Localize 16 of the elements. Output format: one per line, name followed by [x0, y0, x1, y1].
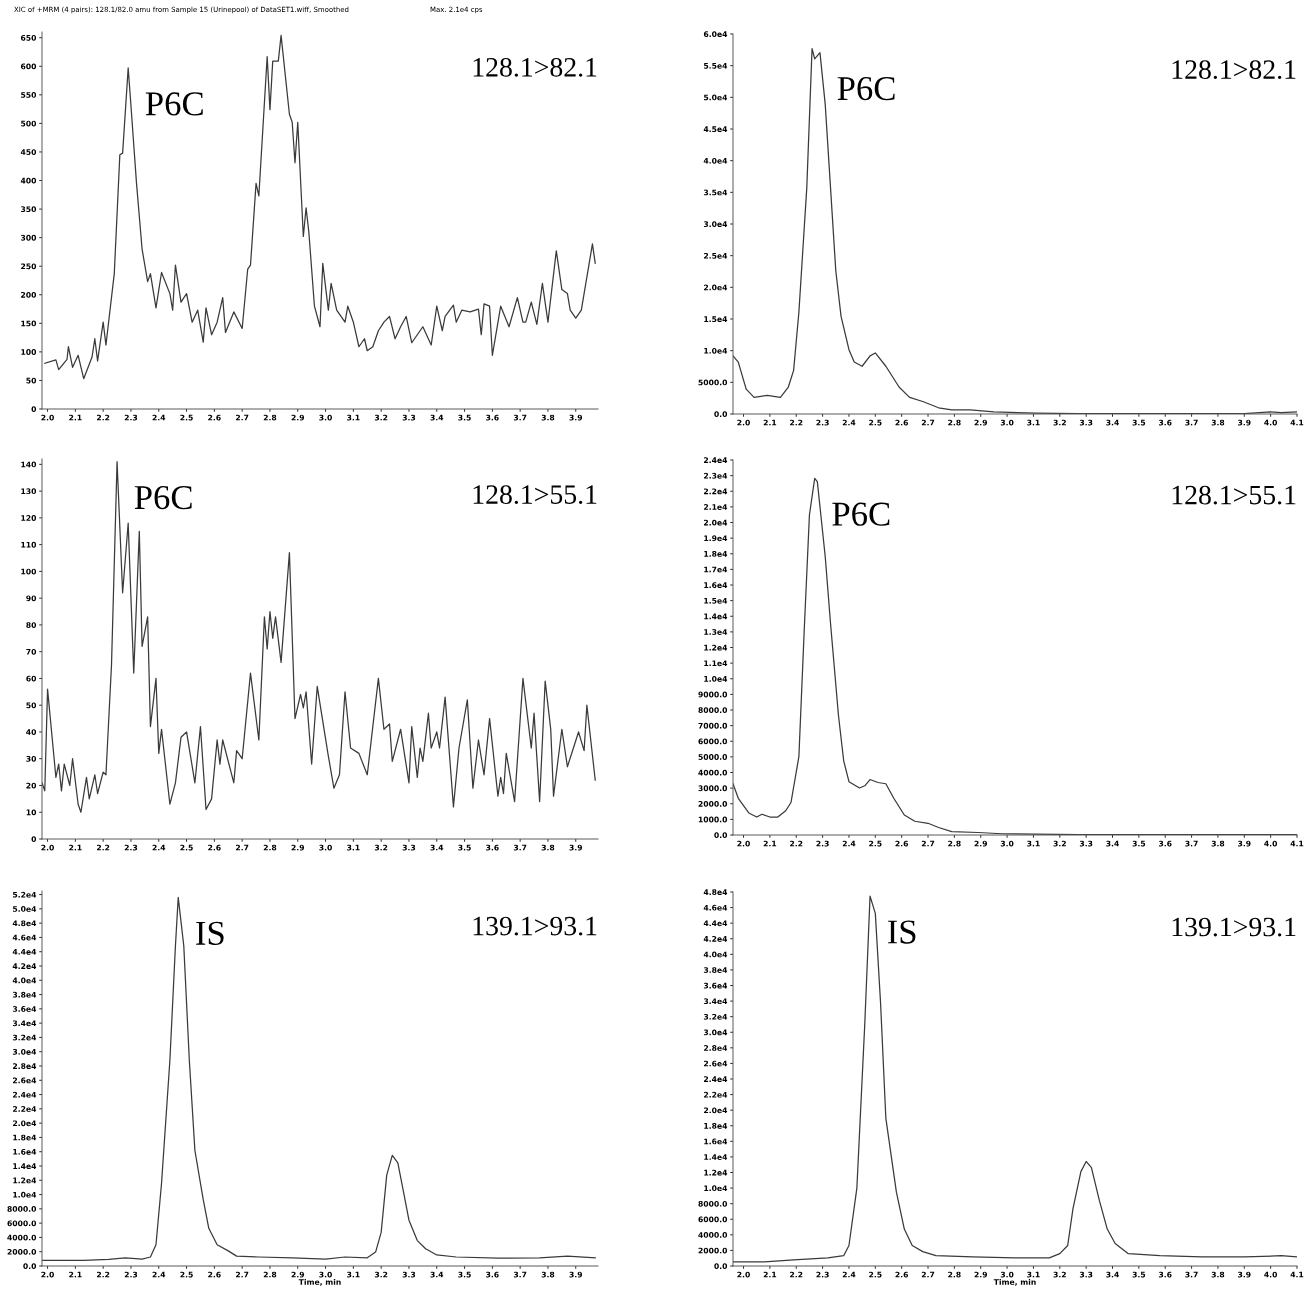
line-series [44, 34, 596, 380]
annotation: 139.1>93.1 [473, 916, 597, 936]
annotation: IS [196, 921, 224, 946]
annotation: IS [887, 920, 916, 944]
annotation: P6C [134, 485, 192, 510]
line-series [42, 896, 596, 1261]
annotation: P6C [145, 92, 203, 116]
annotation: P6C [832, 502, 890, 526]
annotation: 128.1>82.1 [1172, 60, 1296, 80]
annotation: 139.1>93.1 [1172, 917, 1296, 937]
line-series [733, 895, 1297, 1263]
line-series [42, 461, 596, 813]
annotation: 128.1>55.1 [1172, 485, 1296, 505]
annotation: 128.1>55.1 [473, 485, 597, 505]
annotation: 128.1>82.1 [473, 57, 597, 77]
annotation: P6C [837, 76, 895, 101]
